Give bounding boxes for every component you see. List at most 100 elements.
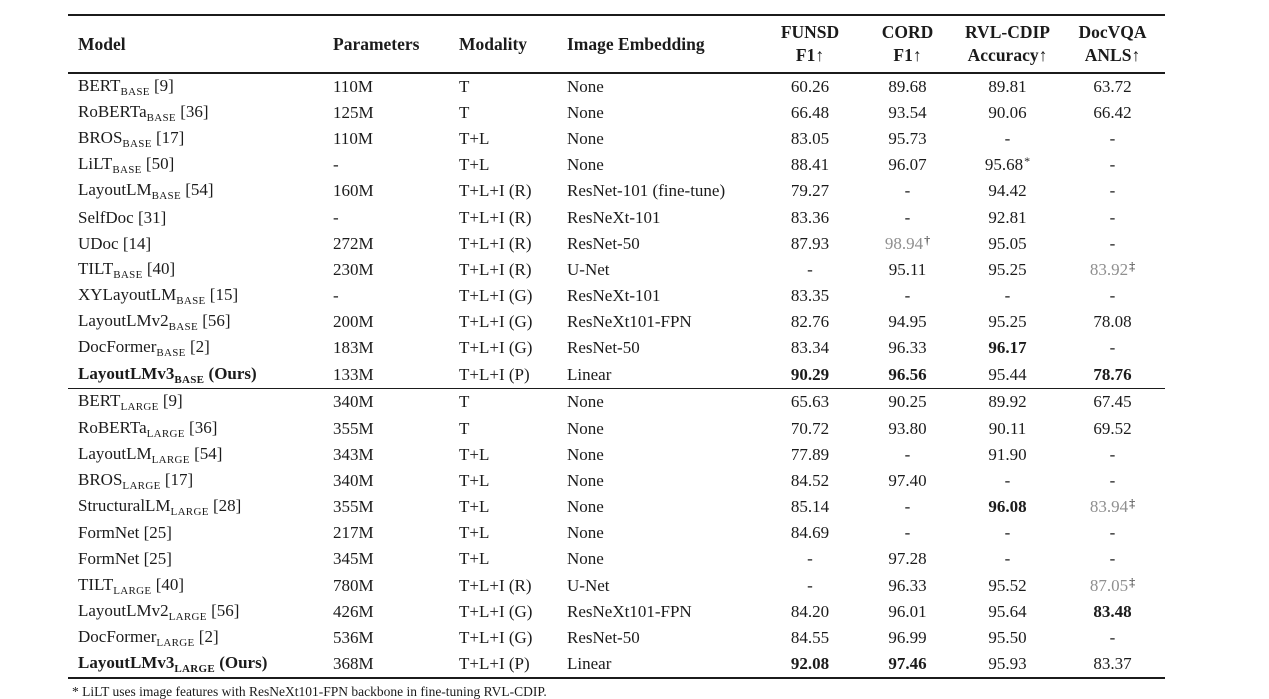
- cord-f1-cell: 95.73: [860, 129, 955, 149]
- embedding-cell: Linear: [567, 654, 612, 674]
- parameters-cell: 110M: [333, 128, 373, 148]
- modality-cell: T+L+I (G): [459, 628, 533, 648]
- metric-value: -: [1109, 444, 1116, 464]
- funsd-f1-cell: 83.36: [760, 208, 860, 228]
- parameters-cell: 230M: [333, 259, 374, 279]
- model-name: RoBERTa: [78, 101, 147, 121]
- metric-footnote-mark: ‡: [1129, 574, 1136, 589]
- parameters-cell: 780M: [333, 575, 374, 595]
- docvqa-anls-cell: 83.92‡: [1060, 258, 1165, 280]
- embedding-cell: None: [567, 76, 604, 96]
- table-row: UDoc [14] 272M T+L+I (R) ResNet-50 87.93 98.9…: [68, 231, 1165, 257]
- model-size-subscript: BASE: [176, 295, 206, 308]
- model-reference: [17]: [151, 127, 185, 147]
- table-row: FormNet [25] 345M T+L None -97.28- -: [68, 546, 1165, 572]
- cord-f1-cell: 94.95: [860, 312, 955, 332]
- model-cell: LayoutLMv3LARGE (Ours): [68, 653, 333, 675]
- metric-value: -: [1109, 470, 1116, 490]
- metric-value: 95.64: [988, 601, 1027, 621]
- metric-value: 93.80: [888, 418, 927, 438]
- modality-cell: T+L: [459, 470, 490, 490]
- rvl-cdip-accuracy-cell: -: [955, 471, 1060, 491]
- model-reference: (Ours): [214, 653, 268, 673]
- model-reference: (Ours): [204, 363, 257, 383]
- metric-footnote-mark: ‡: [1129, 258, 1136, 273]
- metric-value: -: [807, 259, 813, 279]
- metric-footnote-mark: †: [924, 232, 931, 247]
- metric-value: 92.08: [790, 654, 830, 674]
- model-reference: [2]: [185, 337, 210, 357]
- parameters-cell: 355M: [333, 418, 374, 438]
- model-name: StructuralLM: [78, 496, 171, 516]
- rvl-cdip-accuracy-cell: 95.64: [955, 602, 1060, 622]
- funsd-f1-cell: 66.48: [760, 103, 860, 123]
- metric-value: -: [904, 181, 911, 201]
- model-name: BROS: [78, 127, 123, 147]
- metric-value: 96.33: [888, 338, 927, 358]
- embedding-cell: None: [567, 392, 604, 412]
- model-name: TILT: [78, 574, 114, 594]
- model-name: BERT: [78, 75, 121, 95]
- metric-value: 66.48: [790, 102, 830, 122]
- cord-f1-cell: 96.33: [860, 576, 955, 596]
- cord-f1-cell: 95.11: [860, 260, 955, 280]
- metric-value: 84.69: [790, 523, 830, 543]
- rvl-cdip-accuracy-cell: 95.44: [955, 365, 1060, 385]
- metric-value: -: [1109, 628, 1116, 648]
- docvqa-anls-cell: 78.08: [1060, 312, 1165, 332]
- model-size-subscript: LARGE: [174, 663, 215, 676]
- embedding-cell: None: [567, 523, 604, 543]
- model-cell: TILTLARGE [40]: [68, 575, 333, 597]
- funsd-f1-cell: 90.29: [760, 365, 860, 385]
- cord-f1-cell: -: [860, 497, 955, 517]
- metric-value: 88.41: [790, 155, 830, 175]
- model-cell: SelfDoc [31]: [68, 208, 333, 228]
- model-reference: [14]: [118, 233, 152, 253]
- parameters-cell: 340M: [333, 470, 374, 490]
- metric-value: 95.25: [988, 312, 1027, 332]
- docvqa-anls-cell: 63.72: [1060, 77, 1165, 97]
- modality-cell: T+L+I (G): [459, 286, 533, 306]
- metric-value: -: [1109, 549, 1116, 569]
- metric-value: 66.42: [1093, 102, 1132, 122]
- modality-cell: T+L: [459, 128, 490, 148]
- group-separator-rule: [68, 387, 1165, 390]
- model-reference: [40]: [142, 258, 176, 278]
- cord-f1-cell: 96.01: [860, 602, 955, 622]
- parameters-cell: 217M: [333, 523, 374, 543]
- modality-cell: T+L: [459, 523, 490, 543]
- metric-value: 89.92: [988, 392, 1027, 412]
- metric-value: 97.46: [888, 654, 927, 674]
- cord-f1-cell: 96.99: [860, 628, 955, 648]
- large-models-group: BERTLARGE [9] 340M T None 65.63 90.25 89.92 67.…: [68, 389, 1165, 677]
- embedding-cell: None: [567, 497, 604, 517]
- model-cell: LiLTBASE [50]: [68, 154, 333, 176]
- cord-f1-cell: 98.94†: [860, 232, 955, 254]
- funsd-f1-cell: 84.55: [760, 628, 860, 648]
- parameters-cell: 355M: [333, 497, 374, 517]
- model-size-subscript: BASE: [122, 137, 152, 150]
- table-row: DocFormerLARGE [2] 536M T+L+I (G) ResNet-50…: [68, 625, 1165, 651]
- model-size-subscript: LARGE: [146, 427, 185, 440]
- table-row: RoBERTaBASE [36] 125M T None 66.48 93.54 90.06…: [68, 100, 1165, 126]
- funsd-f1-cell: 92.08: [760, 654, 860, 674]
- metric-value: 87.05: [1089, 575, 1129, 595]
- model-name: FormNet: [78, 549, 140, 569]
- modality-cell: T: [459, 102, 470, 122]
- metric-value: 78.76: [1093, 364, 1132, 384]
- modality-cell: T+L+I (R): [459, 259, 532, 279]
- model-reference: [50]: [141, 154, 175, 174]
- metric-value: -: [1109, 128, 1116, 148]
- metric-value: -: [904, 207, 911, 227]
- metric-value: -: [904, 523, 911, 543]
- parameters-cell: 133M: [333, 364, 374, 384]
- metric-value: -: [1004, 523, 1011, 543]
- rvl-cdip-accuracy-cell: 95.25: [955, 260, 1060, 280]
- modality-cell: T: [459, 418, 470, 438]
- docvqa-anls-cell: -: [1060, 628, 1165, 648]
- model-reference: [54]: [180, 180, 214, 200]
- table-row: LayoutLMv3BASE (Ours) 133M T+L+I (P) Linear…: [68, 362, 1165, 388]
- parameters-cell: -: [333, 155, 339, 175]
- cord-f1-cell: 90.25: [860, 392, 955, 412]
